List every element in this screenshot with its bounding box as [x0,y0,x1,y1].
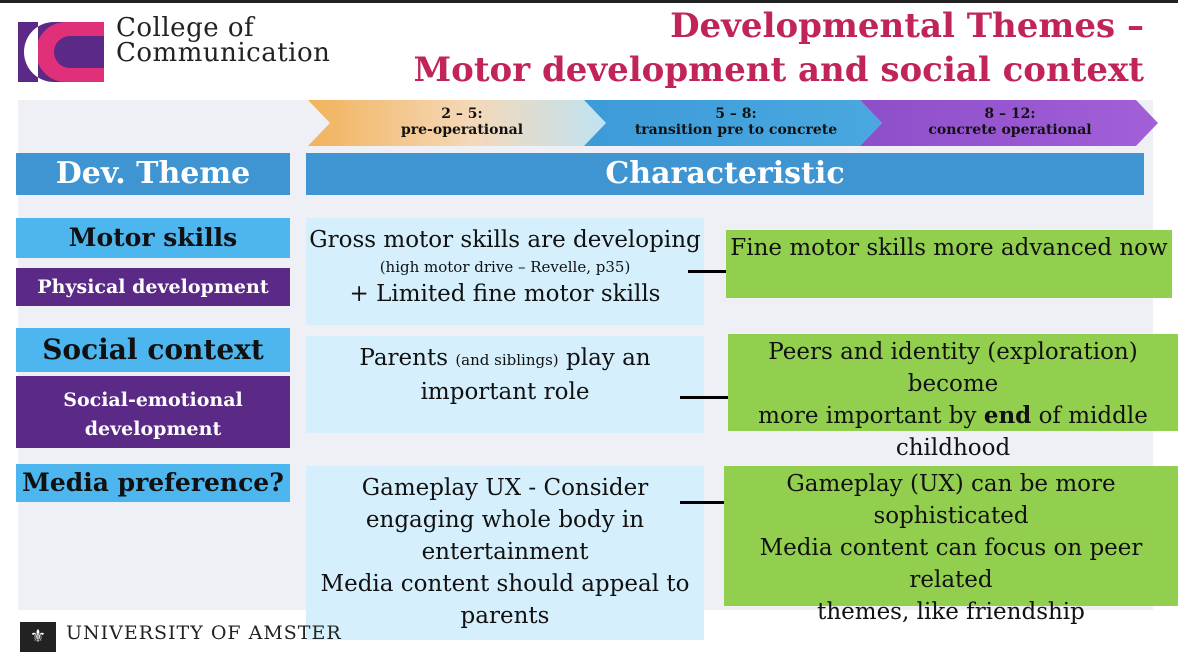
university-crest-icon: ⚜ [20,622,56,652]
university-name: UNIVERSITY OF AMSTER [66,622,342,644]
media-early-characteristic: Gameplay UX - Consider engaging whole bo… [306,466,704,640]
stage-1-label: 2 – 5: pre-operational [400,106,524,138]
social-later-characteristic: Peers and identity (exploration) become … [728,334,1178,461]
theme-media-preference: Media preference? [16,464,290,502]
motor-later-characteristic: Fine motor skills more advanced now [726,230,1172,298]
motor-early-characteristic: Gross motor skills are developing (high … [306,218,704,325]
subtheme-social-emotional: Social-emotional development [16,376,290,448]
slide-title: Developmental Themes – Motor development… [413,6,1144,90]
social-early-characteristic: Parents (and siblings) play an important… [306,336,704,433]
stage-2-label: 5 – 8: transition pre to concrete [634,106,838,138]
top-border [0,0,1178,3]
stage-3-label: 8 – 12: concrete operational [928,106,1092,138]
stage-arrow-3 [860,100,1158,146]
media-later-characteristic: Gameplay (UX) can be more sophisticated … [724,466,1178,625]
college-logo [18,22,104,82]
dev-theme-header: Dev. Theme [16,153,290,195]
college-name: College of Communication [116,13,331,68]
stage-arrow-1 [308,100,606,146]
theme-motor-skills: Motor skills [16,218,290,258]
stage-arrow-2 [584,100,882,146]
theme-social-context: Social context [16,328,290,372]
subtheme-physical-development: Physical development [16,268,290,306]
characteristic-header: Characteristic [306,153,1144,195]
stage-timeline [308,100,1158,146]
